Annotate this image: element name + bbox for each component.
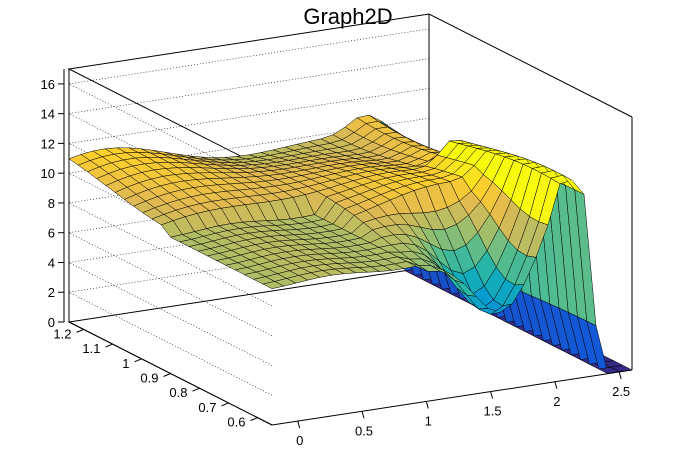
tick-labels: 00.511.522.50.60.70.80.911.11.2024681012… [41, 77, 631, 448]
x-tick-label: 0.5 [355, 423, 373, 438]
z-gridline [68, 236, 430, 396]
z-tick-label: 8 [48, 196, 55, 211]
x-tick-label: 0 [296, 433, 303, 448]
axes [58, 69, 633, 429]
z-tick-label: 16 [41, 77, 55, 92]
z-tick-label: 10 [41, 166, 55, 181]
z-tick-label: 0 [48, 315, 55, 330]
y-tick [105, 343, 113, 348]
x-tick [425, 401, 429, 409]
z-tick-label: 4 [48, 255, 55, 270]
x-tick-label: 2 [553, 394, 560, 409]
z-tick-label: 12 [41, 136, 55, 151]
y-tick [192, 387, 200, 392]
z-gridline [68, 177, 430, 336]
y-tick-label: 0.7 [198, 400, 216, 415]
z-gridline [68, 147, 430, 307]
surface-mesh [68, 114, 633, 375]
x-tick [297, 420, 301, 429]
x-tick [490, 391, 494, 399]
chart-title: Graph2D [303, 4, 393, 29]
x-tick-label: 2.5 [612, 384, 630, 399]
y-tick [163, 373, 171, 377]
x-tick-label: 1 [425, 413, 432, 428]
z-gridline [68, 28, 430, 188]
x-axis [271, 369, 633, 426]
y-tick-label: 0.8 [169, 385, 187, 400]
back-floor-edges [67, 266, 430, 426]
y-tick-label: 1 [122, 356, 129, 371]
z-tick-label: 14 [41, 107, 55, 122]
x-tick-label: 1.5 [484, 404, 502, 419]
y-tick [134, 358, 142, 363]
z-tick-label: 2 [48, 285, 55, 300]
y-tick [221, 402, 229, 407]
x-tick [554, 381, 558, 389]
y-tick-label: 1.2 [53, 326, 71, 341]
x-tick [618, 371, 622, 380]
z-tick-label: 6 [48, 226, 55, 241]
z-gridline [68, 207, 430, 366]
x-tick [361, 411, 365, 419]
y-tick [76, 328, 84, 333]
y-tick-label: 0.9 [140, 371, 158, 386]
y-tick-label: 0.6 [227, 415, 245, 430]
y-tick-label: 1.1 [82, 341, 100, 356]
y-tick [250, 417, 258, 422]
top-edges [67, 13, 633, 173]
